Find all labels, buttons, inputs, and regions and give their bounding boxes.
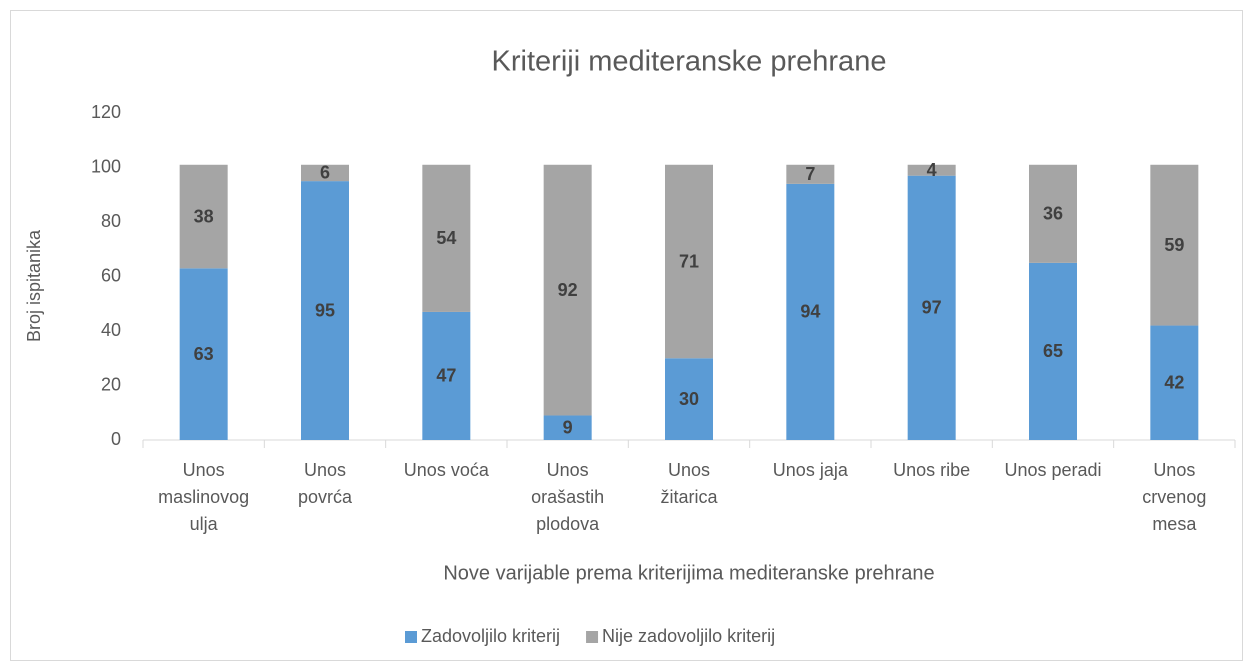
- bar-segment: [301, 181, 349, 440]
- legend-label: Nije zadovoljilo kriterij: [602, 626, 775, 646]
- data-label: 30: [679, 389, 699, 409]
- bar-segment: [786, 164, 835, 184]
- x-tick-label: Unos žitarica: [660, 460, 718, 507]
- x-axis-title: Nove varijable prema kriterijima mediter…: [443, 562, 934, 584]
- bar-segment: [907, 164, 956, 176]
- data-label: 65: [1043, 341, 1063, 361]
- data-label: 59: [1164, 235, 1184, 255]
- x-tick-label: Unos maslinovog ulja: [158, 460, 249, 534]
- data-label: 71: [679, 251, 699, 271]
- bar-segment: [179, 268, 228, 440]
- legend-label: Zadovoljilo kriterij: [421, 626, 560, 646]
- data-label: 97: [922, 298, 942, 318]
- data-label: 7: [805, 164, 815, 184]
- data-label: 47: [436, 366, 456, 386]
- data-label: 54: [436, 228, 456, 248]
- x-tick-label: Unos crvenog mesa: [1142, 460, 1206, 534]
- data-label: 38: [194, 206, 214, 226]
- bar-segment: [786, 183, 835, 440]
- data-label: 63: [194, 344, 214, 364]
- bar-segment: [665, 164, 713, 359]
- bar-segment: [1150, 325, 1199, 440]
- x-tick-label: Unos ribe: [893, 460, 970, 480]
- bar-segment: [907, 175, 956, 441]
- legend-swatch: [586, 631, 599, 643]
- bar-segment: [422, 311, 471, 440]
- bar-segment: [1029, 164, 1077, 263]
- data-label: 42: [1164, 373, 1184, 393]
- data-label: 6: [320, 163, 330, 183]
- y-tick-label: 100: [91, 156, 121, 176]
- y-tick-label: 60: [101, 265, 121, 285]
- data-label: 9: [563, 417, 573, 437]
- y-axis-title: Broj ispitanika: [24, 229, 44, 342]
- y-tick-label: 40: [101, 320, 121, 340]
- x-tick-label: Unos jaja: [773, 460, 849, 480]
- bar-segment: [543, 164, 592, 416]
- bar-segment: [1150, 164, 1199, 326]
- y-tick-label: 20: [101, 374, 121, 394]
- y-tick-label: 80: [101, 211, 121, 231]
- y-tick-label: 0: [111, 429, 121, 449]
- data-label: 95: [315, 300, 335, 320]
- bar-segment: [665, 358, 713, 440]
- bar-segment: [422, 164, 471, 312]
- data-label: 4: [927, 160, 937, 180]
- data-label: 92: [558, 280, 578, 300]
- legend-swatch: [405, 631, 417, 643]
- x-tick-label: Unos povrća: [298, 460, 353, 507]
- x-tick-label: Unos peradi: [1004, 460, 1101, 480]
- bar-segment: [1029, 262, 1077, 440]
- bar-segment: [179, 164, 228, 269]
- x-tick-label: Unos voća: [404, 460, 490, 480]
- bar-segment: [301, 164, 349, 182]
- data-label: 94: [800, 302, 820, 322]
- bar-segment: [543, 415, 592, 440]
- data-label: 36: [1043, 204, 1063, 224]
- y-tick-label: 120: [91, 102, 121, 122]
- x-tick-label: Unos orašastih plodova: [531, 460, 604, 534]
- chart-title: Kriteriji mediteranske prehrane: [492, 46, 887, 78]
